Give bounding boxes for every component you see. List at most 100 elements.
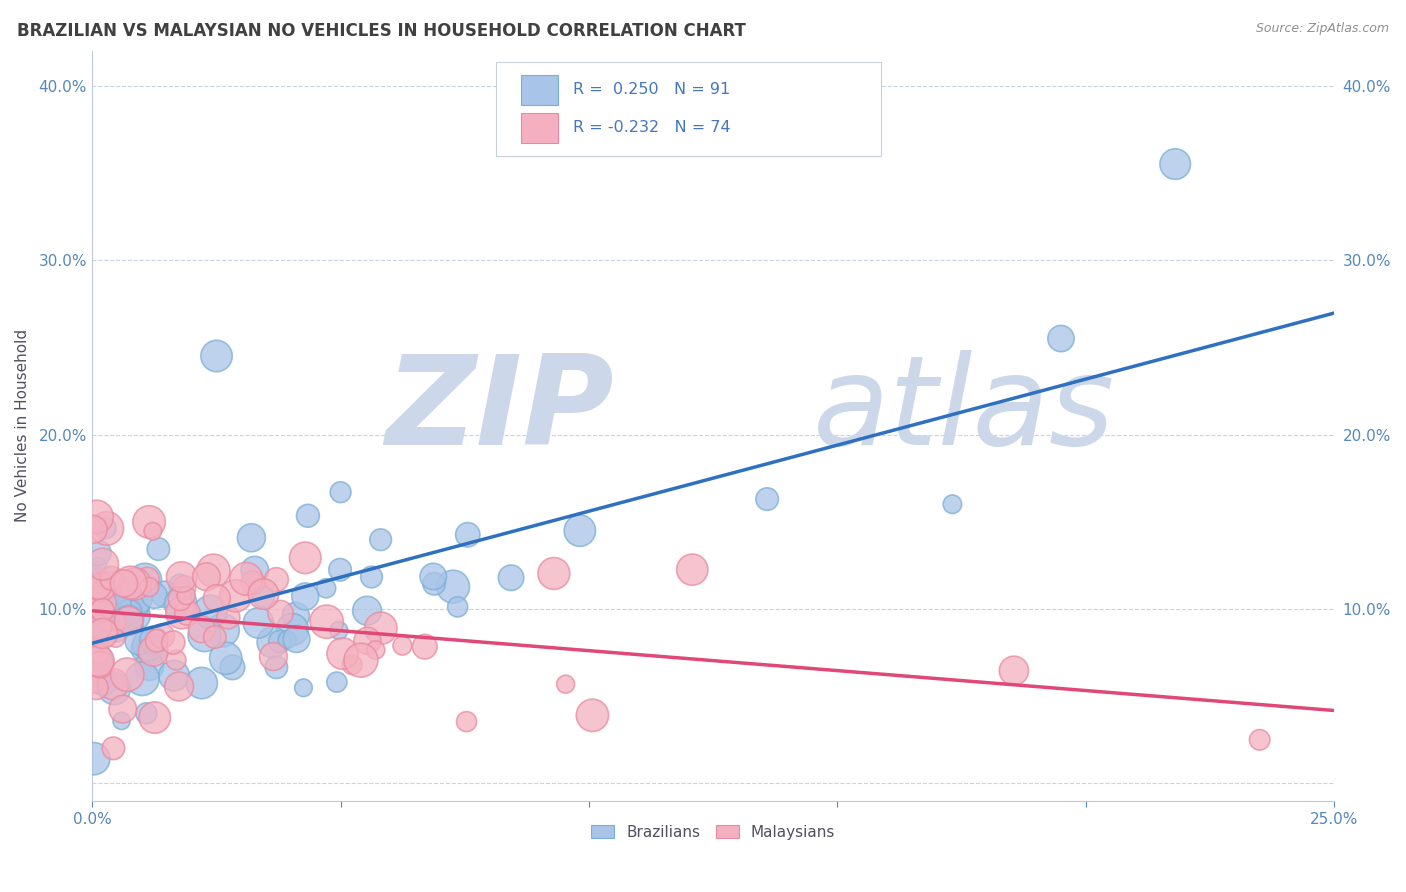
Point [138,659,160,673]
Point [101,615,124,629]
Point [84,634,107,648]
Point [1249,732,1271,747]
Point [87,589,110,603]
Point [91,603,114,617]
Point [356,604,378,618]
Point [285,632,308,646]
Point [91,558,114,572]
Point [107,614,129,628]
Point [360,570,382,584]
Point [82,673,104,688]
Point [499,571,522,585]
Point [82,591,104,605]
Point [84,574,107,588]
Point [391,639,413,653]
Bar [520,112,558,143]
Text: R =  0.250   N = 91: R = 0.250 N = 91 [574,82,730,97]
Point [340,657,363,672]
Point [87,546,110,560]
Point [87,580,110,594]
Point [225,589,247,603]
Point [202,564,225,578]
Point [150,629,173,643]
Point [262,635,284,649]
Point [297,508,319,523]
Point [104,621,127,635]
Point [221,660,243,674]
Point [262,649,284,664]
Point [174,589,197,603]
Text: atlas: atlas [813,351,1115,471]
Point [370,533,392,547]
Point [122,599,145,613]
Point [422,569,444,583]
Point [326,675,349,690]
Point [86,585,108,599]
Point [134,573,156,587]
Point [294,550,316,565]
Point [456,714,478,729]
Point [138,580,160,594]
Point [110,714,132,728]
Point [332,647,354,661]
Point [284,608,307,623]
Point [117,667,139,681]
Bar [520,75,558,105]
Point [83,752,105,766]
Point [446,599,468,614]
Point [423,576,446,591]
Point [1164,157,1187,171]
Point [329,485,352,500]
Point [84,681,107,695]
Point [142,644,165,658]
Point [142,632,165,647]
Point [190,623,212,637]
Point [103,741,125,756]
Point [84,652,107,666]
Point [554,677,576,691]
Point [91,609,114,624]
Point [91,626,114,640]
Point [581,708,603,723]
Point [117,589,139,603]
Point [252,587,274,601]
Point [134,641,156,656]
Y-axis label: No Vehicles in Household: No Vehicles in Household [15,329,30,523]
Legend: Brazilians, Malaysians: Brazilians, Malaysians [585,819,841,846]
Point [200,605,222,619]
Point [125,591,148,606]
Point [281,623,304,637]
Point [247,615,270,630]
Point [176,606,198,620]
Point [89,620,111,634]
Point [167,680,190,694]
Point [82,619,104,633]
Point [117,613,139,627]
Point [205,591,228,606]
Point [193,628,215,642]
Point [681,563,703,577]
Point [124,608,146,623]
Point [145,633,167,648]
Point [364,643,387,657]
Point [120,575,142,590]
Point [169,578,191,592]
Point [111,579,134,593]
Point [217,610,239,624]
Point [86,510,108,524]
Point [118,606,141,620]
Point [315,615,337,629]
Point [94,521,117,535]
Point [543,566,565,581]
Point [89,657,111,672]
Point [101,677,124,691]
Point [1050,332,1073,346]
Point [292,681,315,695]
Point [413,640,436,654]
Point [143,710,166,724]
Point [103,581,125,595]
Point [240,531,263,545]
Point [87,559,110,574]
Point [173,580,195,594]
Point [141,641,163,656]
